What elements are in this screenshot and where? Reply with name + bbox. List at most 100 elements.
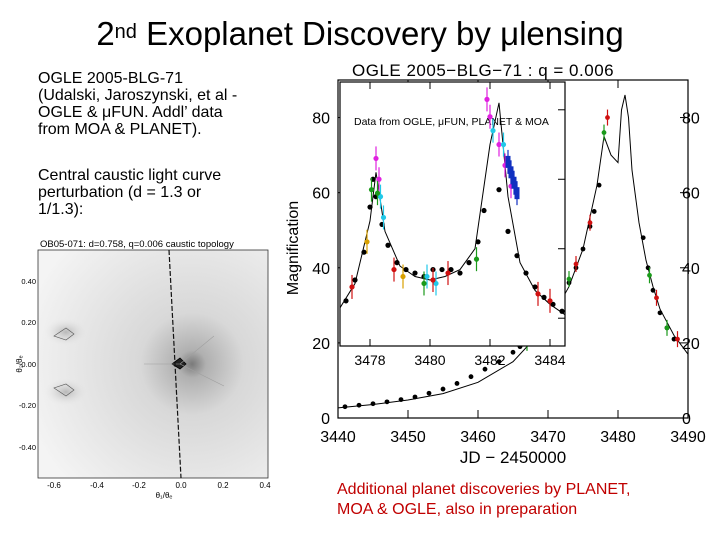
inset-data-points: [343, 87, 565, 314]
y-tick-label: 0.40: [21, 277, 36, 286]
inset-data-point: [421, 280, 427, 287]
inset-data-point: [550, 301, 556, 307]
data-point: [468, 374, 474, 380]
data-point: [440, 386, 446, 392]
event-line: OGLE 2005-BLG-71: [38, 70, 183, 87]
data-point: [566, 276, 572, 282]
inset-data-point: [400, 273, 406, 280]
inset-data-point: [364, 239, 370, 245]
x-tick-label: 3470: [530, 429, 566, 446]
data-point: [398, 397, 404, 402]
inset-data-point: [361, 249, 367, 255]
inset-axis-ticks: [369, 82, 565, 346]
inset-data-point: [559, 308, 565, 314]
data-point: [664, 325, 670, 331]
inset-plot-frame: [339, 81, 566, 347]
inset-data-point: [511, 176, 517, 189]
data-point: [580, 246, 586, 252]
caustic-image: [37, 249, 269, 479]
inset-data-point: [532, 284, 538, 290]
data-point: [675, 336, 680, 342]
inset-data-point: [535, 291, 541, 297]
inset-data-point: [496, 141, 502, 148]
inset-data-point: [439, 266, 445, 273]
caustic-line: Central caustic light curve: [38, 167, 222, 184]
inset-data-point: [514, 187, 520, 200]
x-tick-label: 3490: [670, 429, 706, 446]
additional-discoveries-note: Additional planet discoveries by PLANET,…: [337, 480, 707, 520]
slide-title: 2nd Exoplanet Discovery by μlensing: [96, 15, 624, 52]
inset-data-point: [508, 166, 514, 179]
caustic-y-ticks: 0.40 0.20 0.00 -0.20 -0.40: [19, 277, 36, 452]
caustic-plot: OB05-071: d=0.758, q=0.006 caustic topol…: [15, 239, 271, 500]
data-point: [596, 182, 602, 188]
data-point: [671, 336, 677, 342]
inset-data-point: [394, 260, 400, 266]
inset-data-point: [500, 141, 507, 148]
event-line: from MOA & PLANET).: [38, 121, 202, 138]
event-line: OGLE & μFUN. Addl’ data: [38, 104, 223, 121]
y-tick-label: 60: [682, 186, 700, 203]
main-chart-title: OGLE 2005−BLG−71 : q = 0.006: [352, 61, 614, 80]
data-point: [356, 402, 362, 408]
data-point: [657, 310, 663, 316]
inset-data-point: [433, 280, 439, 287]
x-tick-label: -0.6: [47, 481, 61, 490]
x-tick-label: 3450: [390, 429, 426, 446]
data-point: [601, 130, 607, 135]
inset-annotation-text: Data from OGLE, μFUN, PLANET & MOA: [354, 116, 549, 128]
inset-x-tick-label: 3484: [534, 352, 565, 368]
inset-data-point: [487, 114, 493, 120]
inset-data-point: [403, 266, 409, 273]
inset-data-point: [445, 270, 451, 276]
inset-annotation: Data from OGLE, μFUN, PLANET & MOA: [354, 116, 549, 128]
data-point: [482, 366, 488, 372]
y-tick-label: 40: [682, 261, 700, 278]
note-line: MOA & OGLE, also in preparation: [337, 501, 578, 518]
inset-data-point: [473, 256, 480, 262]
inset-data-point: [391, 266, 397, 273]
y-tick-label: 20: [312, 336, 330, 353]
inset-data-point: [514, 253, 520, 259]
inset-data-point: [496, 187, 502, 193]
main-plot-frame: [337, 79, 689, 419]
data-point: [342, 404, 348, 410]
caustic-description: Central caustic light curve perturbation…: [38, 167, 288, 218]
inset-data-point: [412, 270, 418, 276]
data-point: [426, 390, 432, 396]
inset-data-point: [541, 294, 547, 300]
data-point: [650, 287, 656, 293]
x-tick-label: 0.0: [175, 481, 187, 490]
data-point: [412, 394, 418, 400]
event-line: (Udalski, Jaroszynski, et al -: [38, 87, 238, 104]
caustic-x-ticks: -0.6 -0.4 -0.2 0.0 0.2 0.4: [47, 481, 271, 490]
inset-data-point: [457, 270, 463, 276]
inset-data-point: [377, 194, 384, 200]
inset-data-point: [380, 214, 387, 221]
inset-data-point: [481, 207, 487, 214]
inset-data-point: [367, 204, 373, 210]
inset-data-point: [385, 242, 391, 248]
inset-data-point: [505, 155, 511, 168]
data-point: [587, 220, 593, 226]
inset-x-tick-label: 3480: [414, 352, 445, 368]
y-tick-label: 40: [312, 261, 330, 278]
data-point: [496, 359, 502, 365]
inset-data-point: [466, 260, 472, 266]
inset-x-tick-label: 3482: [474, 352, 505, 368]
inset-data-point: [349, 284, 355, 290]
inset-data-point: [505, 228, 511, 234]
inset-data-point: [523, 270, 529, 276]
light-curve-chart: OGLE 2005−BLG−71 : q = 0.006 3440 3450 346…: [285, 61, 706, 467]
x-tick-label: -0.2: [132, 481, 146, 490]
caustic-line: perturbation (d = 1.3 or: [38, 184, 202, 201]
data-point: [370, 401, 376, 407]
inset-data-point: [547, 298, 553, 304]
inset-x-tick-labels: 3478 3480 3482 3484: [354, 352, 565, 368]
data-point: [384, 399, 390, 405]
note-line: Additional planet discoveries by PLANET,: [337, 481, 631, 498]
x-tick-label: -0.4: [90, 481, 104, 490]
x-tick-label: 0.4: [259, 481, 271, 490]
main-y-axis-label: Magnification: [285, 201, 302, 295]
data-point: [640, 235, 646, 241]
